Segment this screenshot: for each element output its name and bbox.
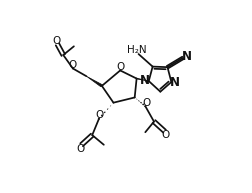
- Text: O: O: [96, 110, 104, 120]
- Text: O: O: [77, 144, 85, 154]
- Polygon shape: [137, 78, 149, 81]
- Text: O: O: [68, 60, 76, 70]
- Text: O: O: [116, 62, 125, 72]
- Text: O: O: [142, 98, 151, 108]
- Text: N: N: [140, 74, 149, 87]
- Text: N: N: [181, 50, 192, 63]
- Polygon shape: [86, 76, 103, 87]
- Text: O: O: [52, 36, 61, 46]
- Text: H₂N: H₂N: [127, 45, 147, 55]
- Text: O: O: [161, 130, 169, 140]
- Text: N: N: [170, 76, 180, 89]
